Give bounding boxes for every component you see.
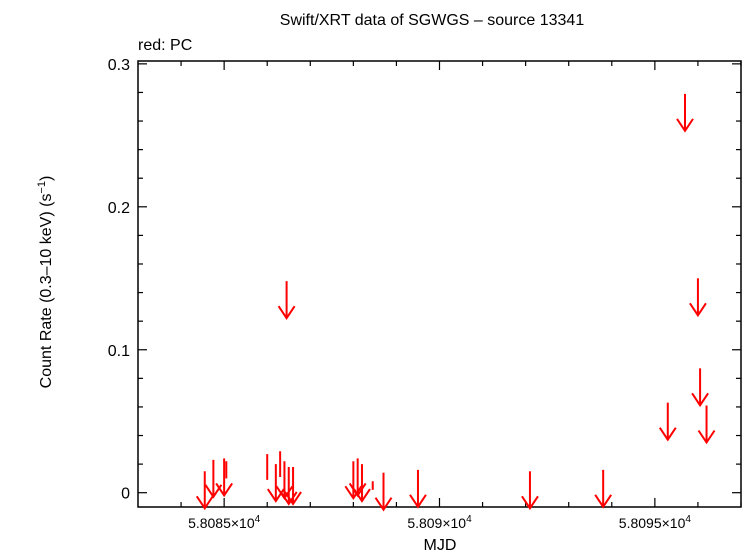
upper-limit-arrow bbox=[204, 459, 223, 499]
x-tick-exponent: 4 bbox=[685, 514, 691, 525]
arrow-head bbox=[697, 429, 716, 445]
arrow-head bbox=[284, 491, 302, 506]
x-tick-exponent: 4 bbox=[466, 514, 472, 525]
y-tick-label: 0.2 bbox=[108, 200, 130, 217]
y-tick-label: 0.3 bbox=[108, 57, 130, 74]
x-axis-label: MJD bbox=[424, 537, 457, 554]
arrow-head bbox=[691, 392, 709, 408]
upper-limit-arrow bbox=[689, 278, 707, 318]
arrow-head bbox=[658, 427, 677, 442]
x-tick-mantissa: 5.8085×10 bbox=[188, 515, 255, 531]
x-tick-mantissa: 5.809×10 bbox=[407, 515, 466, 531]
upper-limit-arrow bbox=[344, 461, 363, 501]
x-tick-label: 5.8085×104 bbox=[188, 514, 261, 531]
upper-limit-arrow bbox=[284, 466, 302, 506]
y-axis-label-exponent: −1 bbox=[36, 181, 48, 194]
y-axis-label: Count Rate (0.3–10 keV) (s−1) bbox=[36, 176, 55, 389]
upper-limit-arrow bbox=[374, 472, 393, 512]
arrow-head bbox=[409, 494, 427, 509]
y-axis: 0 0.1 0.2 0.3 bbox=[108, 57, 741, 503]
upper-limit-arrow bbox=[353, 464, 371, 503]
upper-limit-arrow bbox=[215, 458, 233, 498]
y-tick-label: 0 bbox=[121, 486, 130, 503]
arrow-head bbox=[195, 495, 214, 511]
arrow-head bbox=[676, 118, 694, 133]
arrow-head bbox=[277, 305, 296, 320]
arrow-head bbox=[279, 491, 298, 506]
arrow-head bbox=[521, 495, 539, 511]
arrow-head bbox=[215, 482, 233, 498]
upper-limit-arrow bbox=[691, 368, 709, 408]
arrow-head bbox=[344, 485, 363, 501]
x-axis: 5.8085×104 5.809×104 5.8095×104 bbox=[180, 61, 742, 531]
upper-limit-arrow bbox=[658, 402, 677, 442]
upper-limit-arrow bbox=[521, 471, 539, 511]
chart-title: Swift/XRT data of SGWGS – source 13341 bbox=[280, 12, 585, 29]
arrow-head bbox=[689, 302, 707, 318]
upper-limit-arrow bbox=[195, 471, 214, 511]
upper-limit-arrow bbox=[277, 281, 296, 320]
y-axis-label-end: ) bbox=[38, 176, 55, 181]
upper-limit-arrow bbox=[697, 405, 716, 445]
upper-limit-arrow bbox=[594, 469, 613, 509]
upper-limit-arrow bbox=[348, 458, 367, 498]
chart-subtitle: red: PC bbox=[138, 37, 192, 54]
y-tick-label: 0.1 bbox=[108, 343, 130, 360]
upper-limit-arrow bbox=[409, 469, 427, 509]
plot-frame bbox=[137, 60, 742, 508]
upper-limit-arrow bbox=[676, 93, 694, 133]
x-tick-exponent: 4 bbox=[255, 514, 261, 525]
data-marks bbox=[195, 93, 716, 512]
arrow-head bbox=[353, 488, 371, 503]
y-axis-label-main: Count Rate (0.3–10 keV) (s bbox=[38, 194, 55, 389]
upper-limit-arrow bbox=[266, 464, 285, 503]
x-tick-label: 5.809×104 bbox=[407, 514, 472, 531]
x-tick-mantissa: 5.8095×10 bbox=[619, 515, 686, 531]
x-tick-label: 5.8095×104 bbox=[619, 514, 692, 531]
arrow-head bbox=[374, 497, 393, 512]
arrow-head bbox=[594, 494, 613, 509]
